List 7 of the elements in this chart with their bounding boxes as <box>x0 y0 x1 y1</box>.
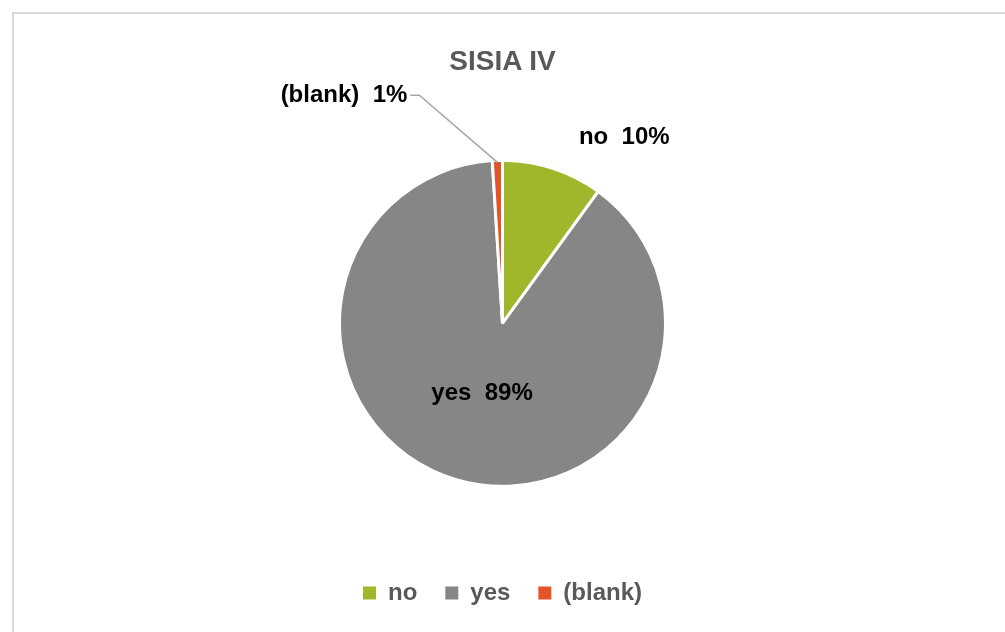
category-label: yes 89% <box>431 378 533 406</box>
legend-label: no <box>387 577 418 605</box>
legend-label: (blank) <box>563 577 643 605</box>
chart-title: SISIA IV <box>449 44 556 76</box>
category-label: (blank) 1% <box>280 79 408 107</box>
legend-label: yes <box>470 577 511 605</box>
category-label: no 10% <box>578 121 670 149</box>
